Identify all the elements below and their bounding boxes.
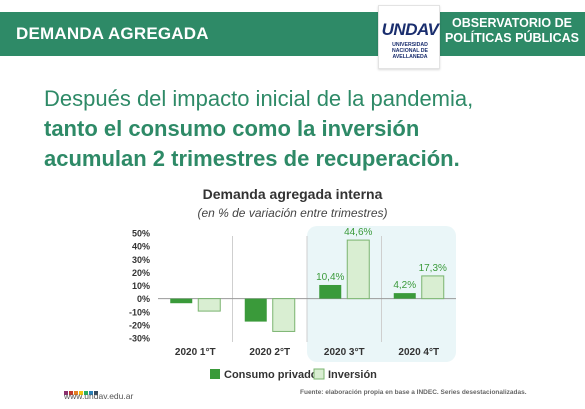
- brand-color-dot: [74, 391, 78, 395]
- bar-consumo: [393, 293, 416, 299]
- y-tick-label: -30%: [129, 334, 150, 344]
- bar-consumo: [244, 298, 267, 322]
- page-title: DEMANDA AGREGADA: [16, 24, 209, 43]
- footer-url: www.undav.edu.ar: [64, 391, 134, 401]
- y-tick-label: 10%: [132, 281, 150, 291]
- bar-consumo: [170, 298, 193, 304]
- headline-line-2: tanto el consumo como la inversión: [44, 116, 420, 141]
- headline-line-1: Después del impacto inicial de la pandem…: [44, 86, 474, 111]
- chart-title: Demanda agregada interna: [202, 186, 383, 202]
- legend-swatch-consumo: [210, 369, 220, 379]
- header-bar: [0, 12, 585, 56]
- data-label: 4,2%: [393, 280, 416, 291]
- x-tick-label: 2020 3°T: [324, 347, 365, 358]
- x-tick-label: 2020 4°T: [398, 347, 439, 358]
- brand-color-dots: [64, 382, 99, 400]
- data-label: 17,3%: [419, 263, 447, 274]
- legend-swatch-inversion: [313, 368, 325, 380]
- brand-color-dot: [94, 391, 98, 395]
- brand-color-dot: [69, 391, 73, 395]
- observatory-title: OBSERVATORIO DE POLÍTICAS PÚBLICAS: [444, 16, 580, 46]
- y-tick-label: 30%: [132, 255, 150, 265]
- y-tick-label: -20%: [129, 320, 150, 330]
- headline-line-3: acumulan 2 trimestres de recuperación.: [44, 146, 460, 171]
- undav-logo: UNDAV UNIVERSIDAD NACIONAL DE AVELLANEDA: [378, 5, 440, 69]
- logo-sub-3: AVELLANEDA: [392, 54, 428, 60]
- brand-color-dot: [84, 391, 88, 395]
- data-label: 10,4%: [316, 272, 344, 283]
- observatory-line-1: OBSERVATORIO DE: [452, 16, 572, 30]
- brand-color-dot: [89, 391, 93, 395]
- observatory-line-2: POLÍTICAS PÚBLICAS: [444, 31, 580, 45]
- bar-inversion: [346, 239, 370, 300]
- y-tick-label: -10%: [129, 307, 150, 317]
- y-tick-label: 20%: [132, 268, 150, 278]
- data-label: 44,6%: [344, 227, 372, 238]
- y-tick-label: 40%: [132, 242, 150, 252]
- logo-sub-2: NACIONAL DE: [392, 48, 428, 54]
- bar-inversion: [421, 275, 445, 300]
- chart-subtitle: (en % de variación entre trimestres): [197, 206, 388, 220]
- bar-inversion: [272, 298, 296, 332]
- logo-sub-1: UNIVERSIDAD: [392, 42, 428, 48]
- footer-source: Fuente: elaboración propia en base a IND…: [300, 389, 527, 396]
- legend-label: Inversión: [328, 369, 377, 381]
- bar-consumo: [319, 284, 342, 299]
- x-tick-label: 2020 1°T: [175, 347, 216, 358]
- x-tick-label: 2020 2°T: [249, 347, 290, 358]
- y-tick-label: 0%: [137, 294, 150, 304]
- bar-inversion: [197, 298, 221, 312]
- brand-color-dot: [64, 391, 68, 395]
- logo-text: UNDAV: [381, 20, 439, 39]
- y-tick-label: 50%: [132, 229, 150, 239]
- brand-color-dot: [79, 391, 83, 395]
- legend-label: Consumo privado: [224, 369, 318, 381]
